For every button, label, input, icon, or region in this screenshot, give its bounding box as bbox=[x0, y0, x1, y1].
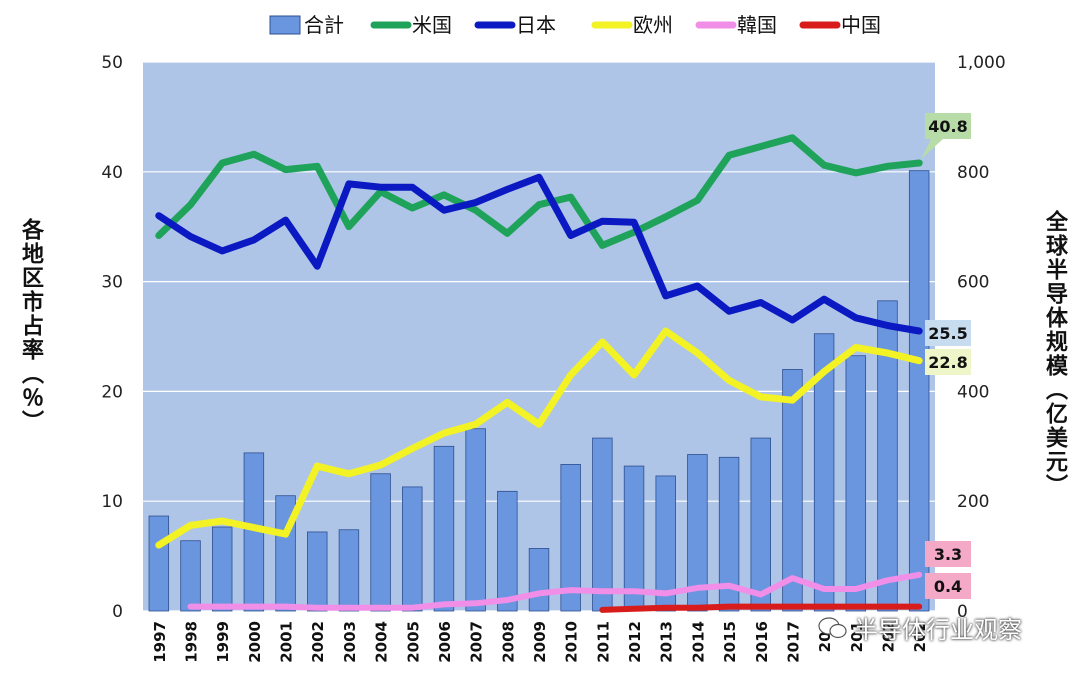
bar-2005 bbox=[402, 486, 423, 612]
x-tick: 2001 bbox=[278, 621, 296, 663]
bar-2016 bbox=[750, 437, 771, 612]
end-label-box bbox=[925, 349, 971, 375]
line-1 bbox=[155, 173, 923, 335]
y-left-tick: 40 bbox=[101, 163, 123, 183]
legend-label: 韓国 bbox=[737, 13, 777, 37]
legend: 合計 米国 日本 欧州 韓国 中国 bbox=[269, 13, 881, 37]
x-tick: 2014 bbox=[689, 621, 707, 663]
y-right-tick: 800 bbox=[957, 163, 989, 183]
end-label-box bbox=[925, 320, 971, 346]
end-label: 40.8 bbox=[928, 117, 967, 136]
watermark-text: 半导体行业观察 bbox=[854, 616, 1022, 644]
x-tick: 2011 bbox=[594, 621, 612, 663]
bar-2009 bbox=[528, 548, 550, 612]
y-axis-right-title: 全球半导体规模（亿美元） bbox=[1042, 210, 1067, 498]
bar-2014 bbox=[687, 454, 708, 612]
bar-2017 bbox=[782, 369, 803, 612]
end-label: 22.8 bbox=[928, 353, 967, 372]
bar-2020 bbox=[877, 300, 898, 612]
legend-label: 中国 bbox=[841, 13, 881, 37]
label-pointer bbox=[921, 139, 943, 160]
y-right-tick: 400 bbox=[957, 382, 989, 402]
legend-label: 日本 bbox=[516, 13, 556, 37]
line-3 bbox=[187, 571, 923, 611]
x-tick: 2007 bbox=[468, 621, 486, 663]
x-tick: 1997 bbox=[151, 621, 169, 663]
x-tick: 202 bbox=[879, 621, 897, 652]
y-left-tick: 30 bbox=[101, 273, 123, 293]
x-tick: 1998 bbox=[183, 621, 201, 663]
legend-label: 欧州 bbox=[633, 13, 673, 37]
y-right-tick: 600 bbox=[957, 273, 989, 293]
x-tick: 2002 bbox=[309, 621, 327, 663]
bar-1997 bbox=[148, 515, 170, 612]
bar-2019 bbox=[845, 355, 867, 612]
end-label: 3.3 bbox=[934, 545, 962, 564]
end-label-box bbox=[925, 573, 971, 599]
x-tick: 2004 bbox=[373, 621, 391, 663]
end-label: 0.4 bbox=[934, 577, 962, 596]
y-right-tick: 200 bbox=[957, 492, 989, 512]
plot-area bbox=[143, 62, 935, 611]
wechat-icon bbox=[818, 616, 847, 638]
legend-label: 合計 bbox=[304, 13, 344, 37]
bar-2003 bbox=[338, 529, 360, 612]
line-4 bbox=[599, 603, 923, 613]
end-label-box bbox=[925, 113, 971, 139]
bar-2007 bbox=[465, 428, 486, 612]
bar-2011 bbox=[592, 437, 613, 612]
bar-1998 bbox=[180, 540, 201, 612]
bar-2002 bbox=[307, 531, 328, 612]
x-tick: 2010 bbox=[563, 621, 581, 663]
x-tick: 2009 bbox=[531, 621, 549, 663]
x-tick: 2000 bbox=[246, 621, 264, 663]
y-left-tick: 20 bbox=[101, 382, 123, 402]
x-tick: 2012 bbox=[626, 621, 644, 663]
line-series bbox=[155, 134, 923, 613]
y-left-tick: 10 bbox=[101, 492, 123, 512]
bar-2021 bbox=[908, 170, 930, 612]
x-tick: 2016 bbox=[753, 621, 771, 663]
x-tick: 2005 bbox=[404, 621, 422, 663]
end-label-box bbox=[925, 541, 971, 567]
y-right-tick: 1,000 bbox=[957, 53, 1006, 73]
x-tick: 201 bbox=[848, 621, 866, 652]
bar-1999 bbox=[211, 526, 233, 612]
x-tick: 2017 bbox=[784, 621, 802, 663]
line-2 bbox=[155, 327, 923, 549]
bar-2013 bbox=[655, 475, 676, 612]
y-left-tick: 50 bbox=[101, 53, 123, 73]
x-tick: 2015 bbox=[721, 621, 739, 663]
line-0 bbox=[155, 134, 923, 249]
end-label: 25.5 bbox=[928, 324, 967, 343]
end-value-labels: 40.8 25.5 22.8 3.3 0.4 bbox=[921, 113, 971, 599]
x-tick: 2008 bbox=[499, 621, 517, 663]
bar-2006 bbox=[433, 445, 455, 612]
bar-2008 bbox=[497, 490, 518, 612]
bar-2015 bbox=[718, 456, 740, 612]
x-axis: 1997 1998 1999 2000 2001 2002 2003 2004 2005 2006… bbox=[151, 621, 929, 663]
x-tick: 1999 bbox=[214, 621, 232, 663]
bar-series-total bbox=[148, 170, 930, 612]
watermark: 半导体行业观察 bbox=[818, 610, 1022, 645]
y-axis-right: 0 200 400 600 800 1,000 bbox=[957, 53, 1006, 622]
x-tick: 2003 bbox=[341, 621, 359, 663]
legend-swatch-0 bbox=[269, 15, 301, 35]
y-right-tick: 0 bbox=[957, 602, 968, 622]
x-tick: 202 bbox=[911, 621, 929, 652]
x-tick: 2013 bbox=[658, 621, 676, 663]
bar-2004 bbox=[370, 473, 391, 612]
legend-label: 米国 bbox=[412, 13, 452, 37]
bar-2018 bbox=[813, 333, 835, 612]
y-left-tick: 0 bbox=[112, 602, 123, 622]
y-axis-left: 0 10 20 30 40 50 bbox=[101, 53, 123, 622]
bar-2010 bbox=[560, 464, 581, 612]
x-tick: 2006 bbox=[436, 621, 454, 663]
y-axis-left-title: 各地区市占率（％） bbox=[18, 218, 43, 434]
